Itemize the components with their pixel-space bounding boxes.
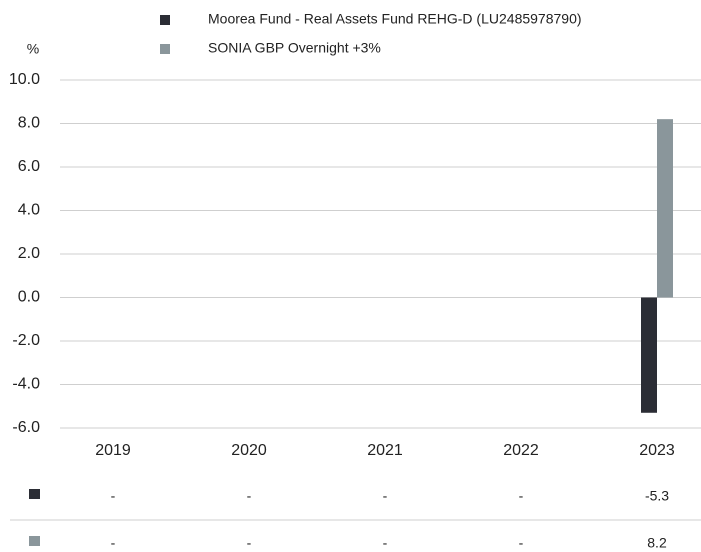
table-value: -	[383, 535, 388, 551]
table-value: -	[247, 535, 252, 551]
y-tick-label: -6.0	[12, 419, 40, 436]
table-value: -	[111, 488, 116, 504]
table-value: 8.2	[647, 535, 667, 551]
x-tick-label: 2021	[367, 442, 403, 459]
y-tick-label: 0.0	[18, 289, 40, 306]
legend-swatch	[160, 44, 170, 54]
table-value: -	[519, 488, 524, 504]
x-tick-label: 2023	[639, 442, 675, 459]
y-tick-label: 8.0	[18, 115, 40, 132]
table-swatch	[29, 489, 40, 499]
y-tick-label: 6.0	[18, 158, 40, 175]
x-tick-label: 2022	[503, 442, 539, 459]
table-value: -5.3	[645, 488, 669, 504]
bar	[641, 297, 657, 413]
legend-swatch	[160, 15, 170, 25]
y-tick-label: 4.0	[18, 202, 40, 219]
x-tick-label: 2020	[231, 442, 267, 459]
table-value: -	[247, 488, 252, 504]
legend-label: SONIA GBP Overnight +3%	[208, 40, 381, 56]
bar	[657, 119, 673, 298]
table-value: -	[383, 488, 388, 504]
y-axis-label: %	[27, 41, 39, 57]
table-value: -	[519, 535, 524, 551]
x-tick-label: 2019	[95, 442, 131, 459]
y-tick-label: -2.0	[12, 332, 40, 349]
y-tick-label: 10.0	[9, 71, 40, 88]
y-tick-label: -4.0	[12, 376, 40, 393]
legend-label: Moorea Fund - Real Assets Fund REHG-D (L…	[208, 11, 582, 27]
y-tick-label: 2.0	[18, 245, 40, 262]
table-value: -	[111, 535, 116, 551]
table-swatch	[29, 536, 40, 546]
